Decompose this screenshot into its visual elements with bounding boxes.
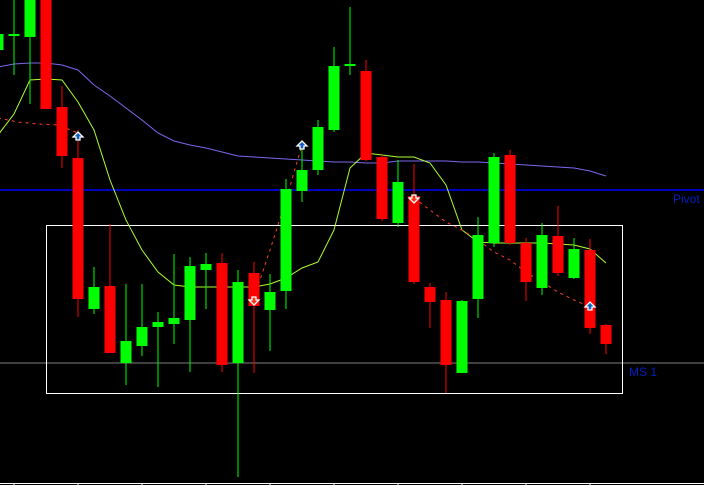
candle-body <box>24 0 36 37</box>
candle-body <box>88 287 100 309</box>
candle-body <box>312 127 324 170</box>
candle-body <box>248 273 260 306</box>
buy-arrow-icon <box>295 140 309 150</box>
bearish-candle <box>424 283 436 328</box>
bullish-candle <box>152 312 164 387</box>
bullish-candle <box>280 179 292 309</box>
candle-body <box>472 235 484 299</box>
candle-body <box>456 301 468 373</box>
candle-body <box>8 34 20 36</box>
bearish-candle <box>248 262 260 373</box>
bullish-candle <box>8 0 20 75</box>
bearish-candle <box>40 0 52 109</box>
candles-layer <box>0 0 612 477</box>
bearish-candle <box>216 253 228 372</box>
sell-arrow-icon <box>407 194 421 204</box>
bullish-candle <box>88 267 100 314</box>
bearish-candle <box>520 238 532 301</box>
candle-body <box>200 264 212 270</box>
bearish-candle <box>408 164 420 284</box>
candle-body <box>152 322 164 327</box>
pivot-level-label: Pivot <box>673 192 700 206</box>
bearish-candle <box>584 239 596 334</box>
bearish-candle <box>504 150 516 245</box>
range-box-layer <box>46 225 623 394</box>
bullish-candle <box>472 217 484 318</box>
candle-body <box>584 250 596 328</box>
bullish-candle <box>168 254 180 344</box>
bullish-candle <box>328 47 340 132</box>
bearish-candle <box>360 60 372 161</box>
candle-body <box>600 325 612 344</box>
sell-arrow-icon <box>247 296 261 306</box>
candle-body <box>280 189 292 291</box>
candle-body <box>504 155 516 243</box>
candle-body <box>168 318 180 324</box>
bearish-candle <box>600 324 612 354</box>
bearish-candle <box>376 155 388 221</box>
candle-body <box>344 64 356 66</box>
candle-body <box>424 287 436 302</box>
candle-body <box>56 107 68 156</box>
buy-arrow-icon <box>71 131 85 141</box>
bullish-candle <box>120 284 132 385</box>
bullish-candle <box>536 223 548 295</box>
bearish-candle <box>440 292 452 393</box>
bullish-candle <box>184 257 196 372</box>
candle-body <box>568 249 580 278</box>
time-axis <box>0 483 704 485</box>
candle-body <box>488 157 500 243</box>
bearish-candle <box>104 224 116 353</box>
bullish-candle <box>456 300 468 373</box>
candle-body <box>216 263 228 365</box>
bullish-candle <box>136 284 148 356</box>
range-box <box>46 225 623 394</box>
candle-body <box>120 341 132 363</box>
candle-body <box>184 266 196 320</box>
bullish-candle <box>264 274 276 351</box>
candle-body <box>536 235 548 288</box>
candle-body <box>376 157 388 219</box>
candle-body <box>264 292 276 310</box>
candle-body <box>296 170 308 191</box>
signal-trail-line <box>413 197 591 308</box>
bullish-candle <box>24 0 36 104</box>
bullish-candle <box>568 238 580 279</box>
candle-body <box>408 196 420 282</box>
bullish-candle <box>232 270 244 477</box>
candle-body <box>392 182 404 223</box>
signals-layer <box>71 131 597 311</box>
bearish-candle <box>552 206 564 276</box>
candle-body <box>72 158 84 299</box>
bullish-candle <box>392 160 404 227</box>
bearish-candle <box>56 86 68 168</box>
bullish-candle <box>488 153 500 247</box>
candle-body <box>440 300 452 365</box>
levels-layer <box>0 189 704 364</box>
buy-arrow-icon <box>583 301 597 311</box>
bullish-candle <box>200 253 212 309</box>
candle-body <box>552 236 564 273</box>
candle-body <box>0 34 4 50</box>
bullish-candle <box>312 120 324 175</box>
bullish-candle <box>344 7 356 75</box>
candle-body <box>104 286 116 353</box>
candle-body <box>40 0 52 109</box>
bullish-candle <box>296 148 308 202</box>
candle-body <box>136 327 148 346</box>
signal-trail-line <box>253 144 303 299</box>
bullish-candle <box>0 34 4 50</box>
candle-body <box>232 282 244 363</box>
candle-body <box>328 66 340 130</box>
ms1-level-label: MS 1 <box>629 365 657 379</box>
bearish-candle <box>72 130 84 317</box>
candle-body <box>520 243 532 282</box>
candle-body <box>360 71 372 160</box>
